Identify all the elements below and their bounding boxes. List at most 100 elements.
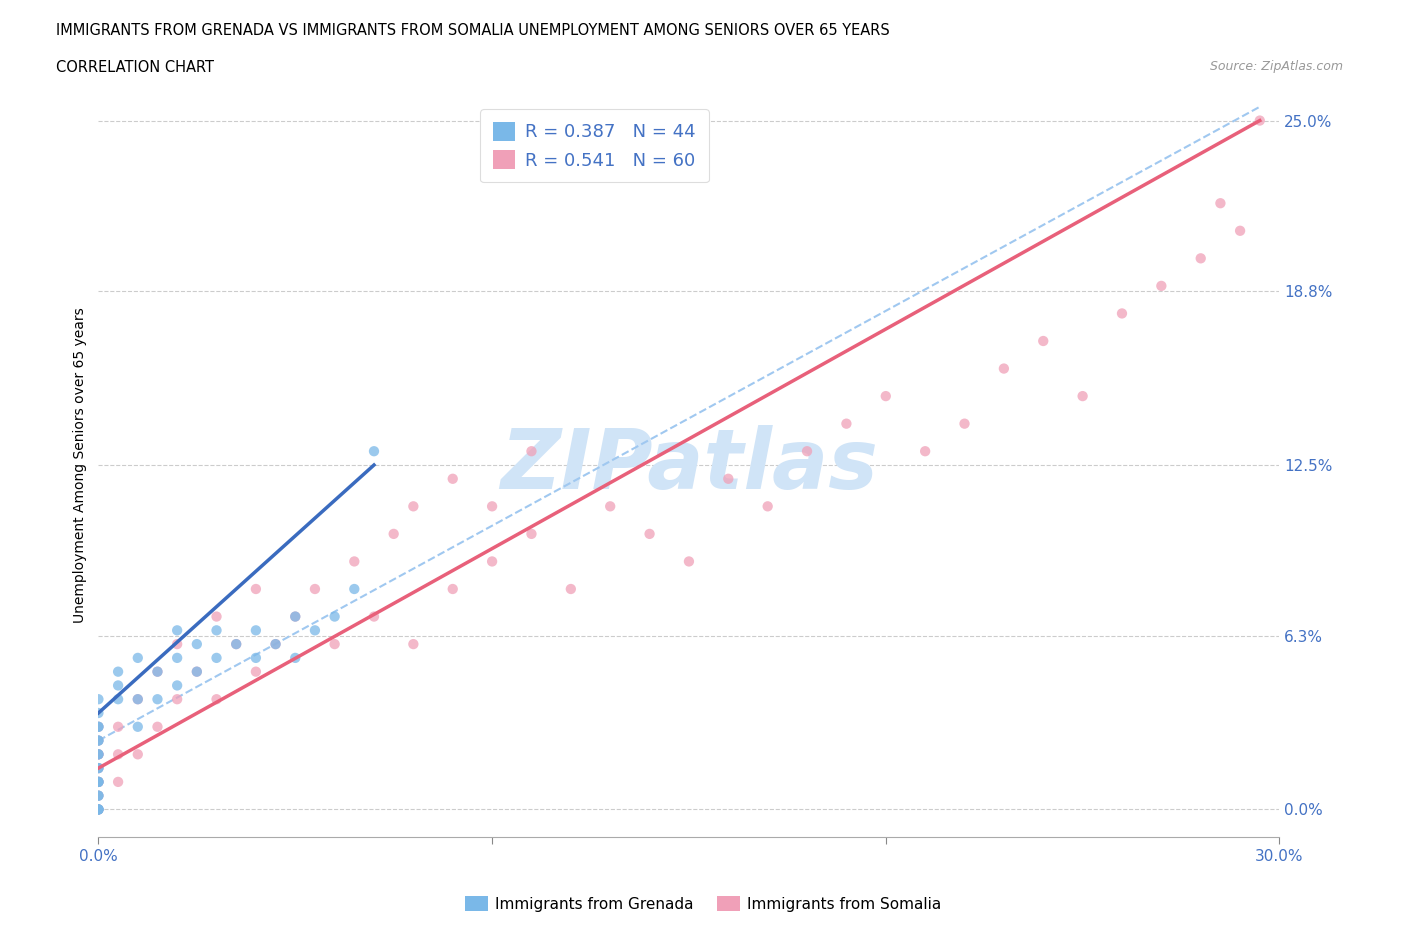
- Point: [245, 623, 267, 638]
- Point: [481, 554, 503, 569]
- Point: [166, 637, 188, 652]
- Legend: R = 0.387   N = 44, R = 0.541   N = 60: R = 0.387 N = 44, R = 0.541 N = 60: [481, 110, 709, 182]
- Point: [914, 444, 936, 458]
- Point: [1229, 223, 1251, 238]
- Point: [87, 789, 110, 804]
- Point: [127, 692, 149, 707]
- Text: ZIPatlas: ZIPatlas: [501, 424, 877, 506]
- Point: [284, 650, 307, 665]
- Point: [264, 637, 287, 652]
- Point: [205, 692, 228, 707]
- Point: [1209, 196, 1232, 211]
- Point: [166, 692, 188, 707]
- Point: [717, 472, 740, 486]
- Point: [87, 802, 110, 817]
- Point: [107, 664, 129, 679]
- Point: [87, 761, 110, 776]
- Text: CORRELATION CHART: CORRELATION CHART: [56, 60, 214, 75]
- Point: [520, 444, 543, 458]
- Point: [87, 692, 110, 707]
- Point: [678, 554, 700, 569]
- Point: [1111, 306, 1133, 321]
- Point: [245, 581, 267, 596]
- Point: [186, 637, 208, 652]
- Point: [245, 664, 267, 679]
- Text: IMMIGRANTS FROM GRENADA VS IMMIGRANTS FROM SOMALIA UNEMPLOYMENT AMONG SENIORS OV: IMMIGRANTS FROM GRENADA VS IMMIGRANTS FR…: [56, 23, 890, 38]
- Point: [146, 664, 169, 679]
- Point: [1189, 251, 1212, 266]
- Point: [127, 650, 149, 665]
- Point: [87, 733, 110, 748]
- Point: [87, 706, 110, 721]
- Point: [186, 664, 208, 679]
- Point: [87, 747, 110, 762]
- Point: [520, 526, 543, 541]
- Point: [87, 761, 110, 776]
- Point: [205, 623, 228, 638]
- Point: [87, 719, 110, 734]
- Point: [87, 802, 110, 817]
- Point: [875, 389, 897, 404]
- Point: [343, 581, 366, 596]
- Point: [382, 526, 405, 541]
- Point: [363, 609, 385, 624]
- Point: [796, 444, 818, 458]
- Point: [304, 581, 326, 596]
- Text: Source: ZipAtlas.com: Source: ZipAtlas.com: [1209, 60, 1343, 73]
- Point: [225, 637, 247, 652]
- Point: [441, 472, 464, 486]
- Point: [127, 692, 149, 707]
- Point: [87, 747, 110, 762]
- Point: [1071, 389, 1094, 404]
- Point: [107, 775, 129, 790]
- Point: [107, 747, 129, 762]
- Point: [402, 637, 425, 652]
- Point: [245, 650, 267, 665]
- Point: [284, 609, 307, 624]
- Point: [87, 789, 110, 804]
- Point: [87, 775, 110, 790]
- Point: [87, 719, 110, 734]
- Point: [146, 719, 169, 734]
- Point: [166, 650, 188, 665]
- Point: [87, 775, 110, 790]
- Point: [225, 637, 247, 652]
- Point: [146, 664, 169, 679]
- Point: [638, 526, 661, 541]
- Point: [343, 554, 366, 569]
- Point: [205, 609, 228, 624]
- Point: [304, 623, 326, 638]
- Point: [1150, 278, 1173, 293]
- Point: [146, 692, 169, 707]
- Point: [87, 775, 110, 790]
- Point: [166, 623, 188, 638]
- Point: [87, 789, 110, 804]
- Point: [87, 775, 110, 790]
- Point: [87, 802, 110, 817]
- Point: [127, 719, 149, 734]
- Point: [87, 802, 110, 817]
- Point: [107, 678, 129, 693]
- Point: [284, 609, 307, 624]
- Point: [87, 802, 110, 817]
- Point: [87, 802, 110, 817]
- Legend: Immigrants from Grenada, Immigrants from Somalia: Immigrants from Grenada, Immigrants from…: [458, 889, 948, 918]
- Point: [87, 719, 110, 734]
- Point: [107, 719, 129, 734]
- Point: [87, 747, 110, 762]
- Y-axis label: Unemployment Among Seniors over 65 years: Unemployment Among Seniors over 65 years: [73, 307, 87, 623]
- Point: [264, 637, 287, 652]
- Point: [363, 444, 385, 458]
- Point: [87, 775, 110, 790]
- Point: [323, 609, 346, 624]
- Point: [402, 498, 425, 513]
- Point: [1249, 113, 1271, 128]
- Point: [993, 361, 1015, 376]
- Point: [1032, 334, 1054, 349]
- Point: [205, 650, 228, 665]
- Point: [87, 733, 110, 748]
- Point: [87, 761, 110, 776]
- Point: [756, 498, 779, 513]
- Point: [835, 417, 858, 432]
- Point: [166, 678, 188, 693]
